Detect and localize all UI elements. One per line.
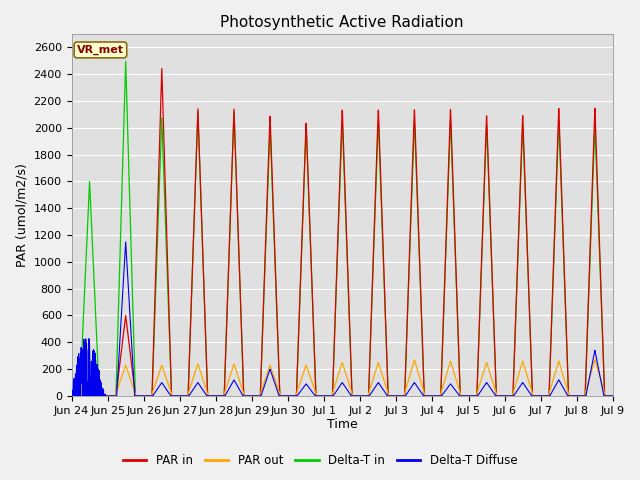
Legend: PAR in, PAR out, Delta-T in, Delta-T Diffuse: PAR in, PAR out, Delta-T in, Delta-T Dif… [118, 449, 522, 472]
Y-axis label: PAR (umol/m2/s): PAR (umol/m2/s) [15, 163, 28, 267]
Text: VR_met: VR_met [77, 45, 124, 55]
Title: Photosynthetic Active Radiation: Photosynthetic Active Radiation [221, 15, 464, 30]
X-axis label: Time: Time [327, 419, 358, 432]
